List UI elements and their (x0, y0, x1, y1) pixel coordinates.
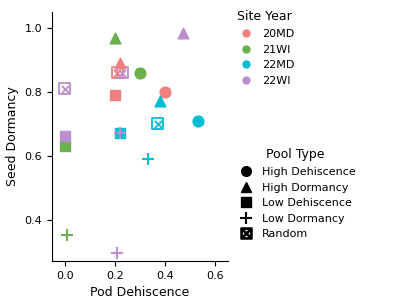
Point (154, 121, 161, 126)
Point (61, 86, 68, 91)
Point (119, 70, 126, 75)
Point (144, 156, 151, 161)
Point (195, 118, 201, 123)
Point (157, 99, 163, 104)
Point (117, 131, 123, 136)
Point (61, 134, 68, 139)
Point (114, 70, 120, 75)
Point (112, 35, 118, 40)
Point (61, 144, 68, 148)
Point (180, 30, 186, 35)
Point (162, 89, 168, 94)
Point (114, 250, 120, 255)
Point (137, 70, 143, 75)
Point (64, 233, 70, 238)
Legend: High Dehiscence, High Dormancy, Low Dehiscence, Low Dormancy, Random: High Dehiscence, High Dormancy, Low Dehi… (230, 144, 360, 244)
Point (117, 61, 123, 65)
Legend: 20MD, 21WI, 22MD, 22WI: 20MD, 21WI, 22MD, 22WI (230, 6, 299, 90)
Point (61, 86, 68, 91)
Point (112, 93, 118, 98)
Point (119, 70, 126, 75)
Point (242, 75, 249, 80)
Y-axis label: Seed Dormancy: Seed Dormancy (6, 87, 19, 186)
X-axis label: Pod Dehiscence: Pod Dehiscence (90, 286, 190, 299)
Point (154, 121, 161, 126)
Point (114, 70, 120, 75)
Point (117, 131, 123, 136)
